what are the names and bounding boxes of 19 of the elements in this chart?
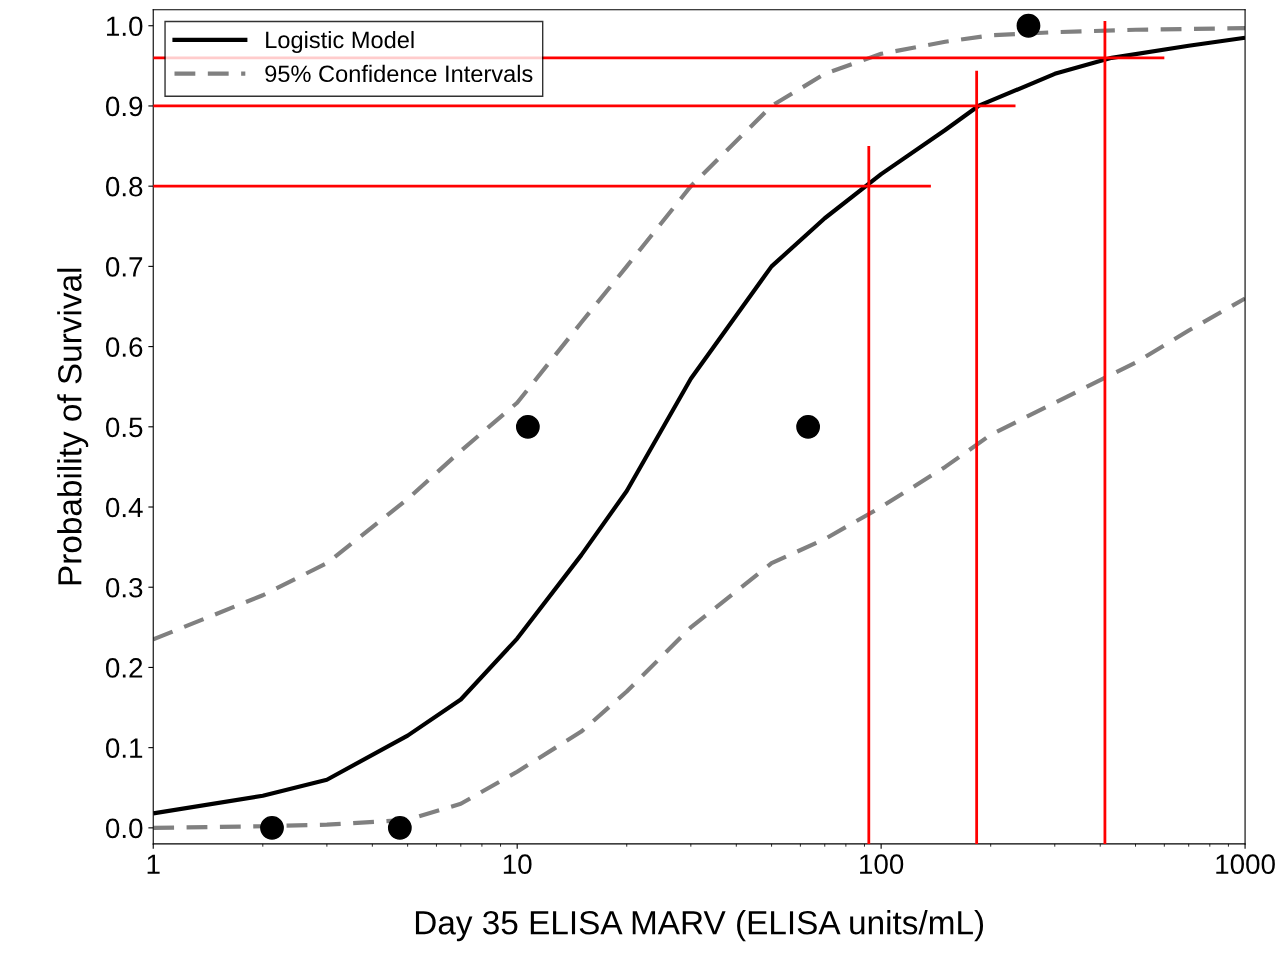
x-tick-label: 100 — [860, 854, 904, 875]
y-tick-label: 0.1 — [105, 738, 143, 758]
y-tick-label: 0.4 — [105, 497, 143, 518]
legend-label: 95% Confidence Intervals — [265, 64, 533, 83]
y-tick-label: 0.9 — [105, 96, 143, 117]
x-tick-label: 1 — [147, 854, 160, 874]
x-axis-title: Day 35 ELISA MARV (ELISA units/mL) — [415, 910, 984, 942]
y-tick-label: 0.8 — [105, 176, 143, 197]
y-tick-label: 0.5 — [105, 417, 143, 438]
y-tick-label: 0.2 — [105, 658, 143, 678]
x-tick-label: 10 — [503, 854, 532, 875]
y-tick-label: 1.0 — [107, 16, 143, 37]
y-tick-label: 0.7 — [105, 257, 143, 277]
y-tick-label: 0.3 — [105, 577, 143, 598]
y-tick-label: 0.6 — [105, 337, 143, 357]
legend-label: Logistic Model — [266, 30, 414, 53]
x-tick-label: 1000 — [1216, 854, 1275, 875]
y-axis-title: Probability of Survival — [57, 268, 89, 585]
y-tick-label: 0.0 — [105, 818, 143, 839]
